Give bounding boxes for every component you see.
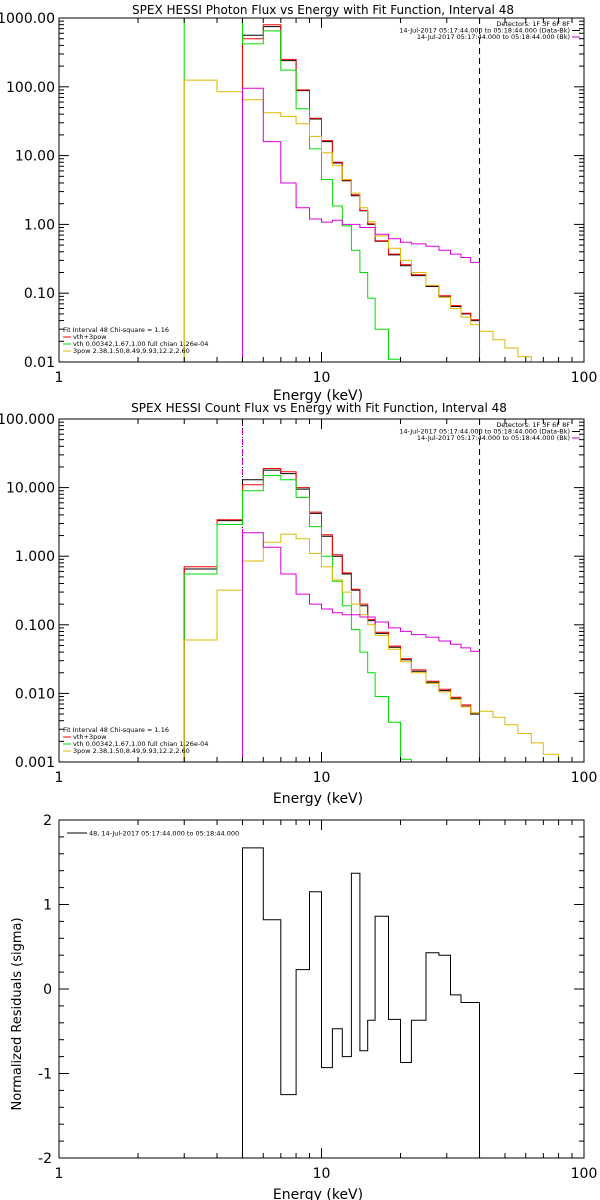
x-tick-label: 10 (313, 370, 331, 386)
plot-data-area (183, 419, 573, 762)
count-flux-xlabel: Energy (keV) (273, 791, 363, 807)
header-line-0: Detectors: 1F 3F 6F 8F (496, 20, 570, 28)
y-tick-label: 1000.00 (0, 11, 55, 27)
x-tick-label: 100 (571, 770, 598, 786)
fit-text-2: vth 0.00342,1.67,1.00 full chian 1.26e-0… (73, 740, 208, 748)
x-tick-label: 10 (313, 770, 331, 786)
y-tick-label: -1 (38, 1067, 52, 1083)
x-tick-label: 10 (313, 1166, 331, 1182)
y-tick-label: 2 (43, 813, 52, 829)
residuals-ylabel: Normalized Residuals (sigma) (10, 917, 25, 1110)
series-1-line (242, 24, 480, 362)
photon-flux-title: SPEX HESSI Photon Flux vs Energy with Fi… (132, 3, 514, 17)
series-0-line (242, 847, 480, 1158)
count-flux-title: SPEX HESSI Count Flux vs Energy with Fit… (131, 401, 507, 415)
x-tick-label: 100 (571, 1166, 598, 1182)
count-flux-plot: 1 10 100 100.000 10.000 1.000 0.100 0.010 0.001 D… (0, 412, 597, 786)
photon-flux-plot: 1 10 100 1000.00 100.00 10.00 1.00 0.10 0.01 Dete… (0, 11, 597, 386)
fit-text-1: vth+3pow (73, 733, 107, 741)
series-3-line (183, 79, 532, 362)
series-2-line (183, 475, 412, 762)
x-tick-label: 1 (55, 370, 64, 386)
y-tick-label: 0.001 (15, 755, 55, 771)
y-tick-label: 1.000 (15, 549, 55, 565)
count-flux-panel: SPEX HESSI Count Flux vs Energy with Fit… (0, 401, 597, 807)
header-line-2: 14-Jul-2017 05:17:44.000 to 05:18:44.000… (417, 33, 570, 41)
series-0-line (242, 26, 480, 362)
series-3-line (183, 533, 573, 762)
fit-text-0: Fit Interval 48 Chi-square = 1.16 (63, 726, 169, 734)
photon-flux-xlabel: Energy (keV) (273, 388, 363, 404)
fit-text-1: vth+3pow (73, 333, 107, 341)
y-tick-label: 0 (43, 982, 52, 998)
y-tick-label: 0.10 (24, 286, 55, 302)
header-line-1: 14-Jul-2017 05:17:44.000 to 05:18:44.000… (399, 27, 570, 35)
plot-frame (58, 17, 585, 363)
y-tick-label: 1.00 (24, 217, 55, 233)
y-tick-label: 1 (43, 898, 52, 914)
plot-data-area (183, 18, 532, 362)
fit-text-3: 3pow 2.38,1.50,8.49,9.93,12.2,2.60 (73, 347, 190, 355)
header-line-2: 14-Jul-2017 05:17:44.000 to 05:18:44.000… (417, 434, 570, 442)
y-tick-label: 100.00 (6, 80, 55, 96)
residuals-xlabel: Energy (keV) (273, 1187, 363, 1200)
y-tick-label: -2 (38, 1151, 52, 1167)
y-tick-label: 10.00 (15, 149, 55, 165)
fit-text-0: Fit Interval 48 Chi-square = 1.16 (63, 326, 169, 334)
series-2-line (183, 18, 401, 362)
series-0-line (183, 469, 480, 762)
legend-label: 48, 14-Jul-2017 05:17:44.000 to 05:18:44… (89, 830, 239, 838)
header-line-0: Detectors: 1F 3F 6F 8F (496, 421, 570, 429)
y-tick-label: 0.100 (15, 618, 55, 634)
y-tick-label: 100.000 (0, 412, 55, 428)
photon-flux-panel: SPEX HESSI Photon Flux vs Energy with Fi… (0, 3, 597, 404)
plot-data-area (242, 847, 480, 1158)
y-tick-label: 0.01 (24, 355, 55, 371)
header-line-1: 14-Jul-2017 05:17:44.000 to 05:18:44.000… (399, 428, 570, 436)
y-tick-label: 10.000 (6, 481, 55, 497)
x-tick-label: 100 (571, 370, 598, 386)
plot-frame (58, 418, 585, 763)
x-tick-label: 1 (55, 1166, 64, 1182)
fit-text-2: vth 0.00342,1.67,1.00 full chian 1.26e-0… (73, 340, 208, 348)
series-4-line (242, 532, 480, 762)
series-4-line (242, 87, 480, 362)
series-1-line (183, 468, 480, 762)
x-tick-label: 1 (55, 770, 64, 786)
y-tick-label: 0.010 (15, 686, 55, 702)
fit-text-3: 3pow 2.38,1.50,8.49,9.93,12.2,2.60 (73, 747, 190, 755)
